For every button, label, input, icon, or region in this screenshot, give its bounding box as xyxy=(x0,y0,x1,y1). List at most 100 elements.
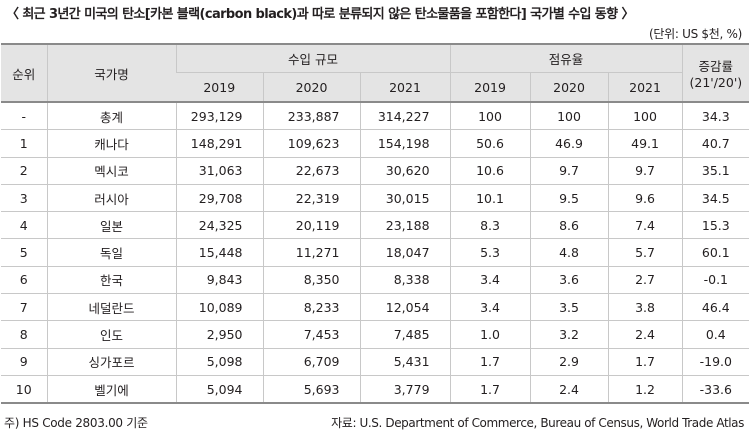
import-2021-cell: 18,047 xyxy=(359,238,451,267)
table-row: 1 캐나다 148,291 109,623 154,198 50.6 46.9 49.1 40.… xyxy=(1,129,750,158)
import-2020-cell: 233,887 xyxy=(262,101,360,131)
source-note: 자료: U.S. Department of Commerce, Bureau … xyxy=(331,416,744,430)
header-import-2019: 2019 xyxy=(176,72,263,103)
rank-cell: 2 xyxy=(1,157,47,185)
import-2019-cell: 148,291 xyxy=(175,129,263,158)
share-2021-cell: 1.2 xyxy=(607,375,683,405)
share-2019-cell: 3.4 xyxy=(449,293,531,322)
table-body: - 총계 293,129 233,887 314,227 100 100 100 34.3 1 캐나… xyxy=(1,101,750,405)
rank-cell: 9 xyxy=(1,348,47,376)
country-cell: 캐나다 xyxy=(46,129,176,158)
import-2019-cell: 2,950 xyxy=(175,320,263,349)
header-import-scale: 수입 규모 xyxy=(175,44,451,73)
import-2019-cell: 5,094 xyxy=(175,375,263,405)
import-2019-cell: 10,089 xyxy=(175,293,263,322)
share-2019-cell: 3.4 xyxy=(449,266,531,295)
share-2019-cell: 50.6 xyxy=(449,129,531,158)
table-row: 9 싱가포르 5,098 6,709 5,431 1.7 2.9 1.7 -19.0 xyxy=(1,348,750,376)
share-2021-cell: 2.7 xyxy=(607,266,683,295)
share-2021-cell: 2.4 xyxy=(607,320,683,349)
import-2021-cell: 3,779 xyxy=(359,375,451,405)
country-cell: 러시아 xyxy=(46,184,176,213)
share-2020-cell: 4.8 xyxy=(529,238,609,267)
import-2021-cell: 5,431 xyxy=(359,348,451,376)
rank-cell: - xyxy=(1,101,47,131)
share-2020-cell: 9.7 xyxy=(529,157,609,185)
header-share-2021: 2021 xyxy=(607,72,683,103)
share-2021-cell: 9.7 xyxy=(607,157,683,185)
header-share: 점유율 xyxy=(449,44,683,73)
import-2020-cell: 109,623 xyxy=(262,129,360,158)
table-row: 2 멕시코 31,063 22,673 30,620 10.6 9.7 9.7 35.1 xyxy=(1,157,750,185)
rank-cell: 10 xyxy=(1,375,47,405)
import-2019-cell: 29,708 xyxy=(175,184,263,213)
share-2019-cell: 1.7 xyxy=(449,348,531,376)
import-2019-cell: 5,098 xyxy=(175,348,263,376)
table-row: 7 네덜란드 10,089 8,233 12,054 3.4 3.5 3.8 46.4 xyxy=(1,293,750,322)
table-row: 5 독일 15,448 11,271 18,047 5.3 4.8 5.7 60.1 xyxy=(1,238,750,267)
import-2019-cell: 31,063 xyxy=(175,157,263,185)
share-2020-cell: 46.9 xyxy=(529,129,609,158)
import-2019-cell: 15,448 xyxy=(175,238,263,267)
share-2020-cell: 3.2 xyxy=(529,320,609,349)
rank-cell: 4 xyxy=(1,211,47,240)
import-2021-cell: 12,054 xyxy=(359,293,451,322)
table-row: 4 일본 24,325 20,119 23,188 8.3 8.6 7.4 15.3 xyxy=(1,211,750,240)
import-2020-cell: 22,673 xyxy=(262,157,360,185)
country-cell: 멕시코 xyxy=(46,157,176,185)
import-2021-cell: 314,227 xyxy=(359,101,451,131)
change-cell: 0.4 xyxy=(681,320,750,349)
share-2019-cell: 1.7 xyxy=(449,375,531,405)
header-rank: 순위 xyxy=(1,44,47,103)
import-2021-cell: 8,338 xyxy=(359,266,451,295)
rank-cell: 7 xyxy=(1,293,47,322)
share-2020-cell: 100 xyxy=(529,101,609,131)
import-2020-cell: 11,271 xyxy=(262,238,360,267)
share-2019-cell: 10.1 xyxy=(449,184,531,213)
country-cell: 싱가포르 xyxy=(46,348,176,376)
share-2021-cell: 100 xyxy=(607,101,683,131)
share-2021-cell: 5.7 xyxy=(607,238,683,267)
import-2021-cell: 23,188 xyxy=(359,211,451,240)
import-2020-cell: 22,319 xyxy=(262,184,360,213)
share-2019-cell: 1.0 xyxy=(449,320,531,349)
country-cell: 네덜란드 xyxy=(46,293,176,322)
import-2020-cell: 8,350 xyxy=(262,266,360,295)
header-change-line1: 증감률 xyxy=(698,59,734,74)
rank-cell: 3 xyxy=(1,184,47,213)
share-2019-cell: 8.3 xyxy=(449,211,531,240)
import-2019-cell: 293,129 xyxy=(175,101,263,131)
change-cell: -33.6 xyxy=(681,375,750,405)
import-2020-cell: 20,119 xyxy=(262,211,360,240)
change-cell: -19.0 xyxy=(681,348,750,376)
change-cell: 34.3 xyxy=(681,101,750,131)
import-2021-cell: 30,015 xyxy=(359,184,451,213)
header-import-2020: 2020 xyxy=(262,72,360,103)
header-share-2020: 2020 xyxy=(529,72,609,103)
share-2020-cell: 3.5 xyxy=(529,293,609,322)
country-cell: 인도 xyxy=(46,320,176,349)
country-cell: 한국 xyxy=(46,266,176,295)
change-cell: 34.5 xyxy=(681,184,750,213)
footnote: 주) HS Code 2803.00 기준 xyxy=(4,416,148,430)
import-2021-cell: 7,485 xyxy=(359,320,451,349)
table-row: 8 인도 2,950 7,453 7,485 1.0 3.2 2.4 0.4 xyxy=(1,320,750,349)
table-title: 〈 최근 3년간 미국의 탄소[카본 블랙(carbon black)과 따로 … xyxy=(6,7,634,22)
change-cell: 15.3 xyxy=(681,211,750,240)
rank-cell: 1 xyxy=(1,129,47,158)
rank-cell: 6 xyxy=(1,266,47,295)
import-2019-cell: 9,843 xyxy=(175,266,263,295)
import-2020-cell: 5,693 xyxy=(262,375,360,405)
share-2019-cell: 5.3 xyxy=(449,238,531,267)
share-2020-cell: 8.6 xyxy=(529,211,609,240)
table-row: - 총계 293,129 233,887 314,227 100 100 100 34.3 xyxy=(1,101,750,131)
unit-label: (단위: US $천, %) xyxy=(648,27,742,41)
share-2019-cell: 10.6 xyxy=(449,157,531,185)
import-2020-cell: 6,709 xyxy=(262,348,360,376)
country-cell: 독일 xyxy=(46,238,176,267)
change-cell: 35.1 xyxy=(681,157,750,185)
share-2020-cell: 2.4 xyxy=(529,375,609,405)
import-table: 순위 국가명 수입 규모 점유율 증감률 (21'/20') 2019 2020… xyxy=(1,43,750,405)
header-import-2021: 2021 xyxy=(359,72,451,103)
share-2021-cell: 7.4 xyxy=(607,211,683,240)
